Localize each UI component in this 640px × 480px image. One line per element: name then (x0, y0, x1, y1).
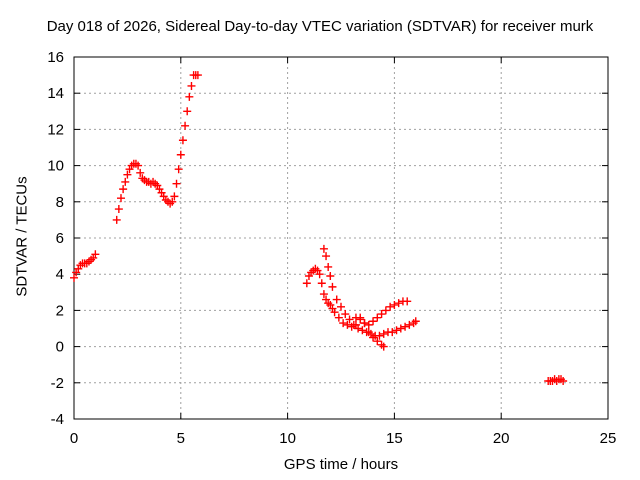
data-point (345, 315, 354, 324)
data-point (121, 177, 130, 186)
data-point (356, 315, 365, 324)
y-tick-label: 0 (56, 339, 64, 356)
data-point (322, 252, 331, 261)
data-point (319, 290, 328, 299)
data-point (349, 320, 358, 329)
data-point (176, 150, 185, 159)
data-point (403, 297, 412, 306)
data-point (183, 107, 192, 116)
x-axis-label: GPS time / hours (283, 456, 399, 473)
data-point (394, 299, 403, 308)
data-point (136, 168, 145, 177)
x-tick-label: 25 (600, 430, 617, 447)
data-point (373, 313, 382, 322)
data-point (411, 317, 420, 326)
y-tick-label: 2 (56, 302, 64, 319)
data-point (172, 179, 181, 188)
chart-title: Day 018 of 2026, Sidereal Day-to-day VTE… (46, 18, 594, 35)
data-point (187, 81, 196, 90)
data-point (319, 244, 328, 253)
data-point (174, 165, 183, 174)
data-point (339, 319, 348, 328)
data-point (360, 319, 369, 328)
data-point (373, 337, 382, 346)
data-point (185, 92, 194, 101)
x-tick-label: 0 (70, 430, 78, 447)
y-tick-label: 8 (56, 194, 64, 211)
data-points (70, 71, 568, 385)
data-point (119, 185, 128, 194)
y-tick-label: -2 (51, 375, 64, 392)
data-point (326, 272, 335, 281)
data-point (302, 279, 311, 288)
y-tick-label: 10 (47, 158, 64, 175)
data-point (354, 324, 363, 333)
data-point (401, 322, 410, 331)
data-point (168, 197, 177, 206)
x-tick-label: 15 (386, 430, 403, 447)
data-point (362, 328, 371, 337)
data-point (386, 302, 395, 311)
data-point (388, 328, 397, 337)
data-point (134, 161, 143, 170)
data-point (381, 306, 390, 315)
data-point (332, 295, 341, 304)
data-point (324, 262, 333, 271)
data-point (369, 317, 378, 326)
data-point (366, 329, 375, 338)
data-point (337, 302, 345, 311)
data-point (559, 376, 568, 385)
data-point (116, 194, 125, 203)
y-tick-label: 6 (56, 230, 64, 247)
data-point (315, 270, 324, 279)
data-point (379, 329, 388, 338)
data-point (328, 282, 337, 291)
y-tick-label: 4 (56, 266, 64, 283)
grid-lines (74, 57, 608, 419)
data-point (351, 313, 360, 322)
data-point (91, 250, 100, 259)
y-tick-label: 12 (47, 121, 64, 138)
y-axis-label: SDTVAR / TECUs (13, 176, 31, 297)
data-point (193, 71, 202, 80)
data-point (379, 342, 388, 351)
data-point (405, 320, 414, 329)
data-point (334, 313, 343, 322)
data-point (181, 121, 190, 130)
data-point (390, 300, 399, 309)
data-point (178, 136, 187, 145)
data-point (392, 326, 401, 335)
data-point (377, 310, 386, 319)
data-point (341, 310, 350, 319)
x-tick-label: 10 (279, 430, 296, 447)
x-tick-label: 5 (177, 430, 185, 447)
data-point (114, 205, 123, 214)
data-point (317, 279, 326, 288)
x-tick-label: 20 (493, 430, 510, 447)
data-point (70, 273, 78, 282)
axis-ticks: 0 5 10 15 20 25 -4 -2 0 2 4 6 8 10 12 14 16 (47, 49, 616, 447)
data-point (396, 324, 405, 333)
y-tick-label: 16 (47, 49, 64, 66)
data-point (375, 331, 384, 340)
data-point (358, 326, 367, 335)
data-point (123, 170, 132, 179)
data-point (112, 215, 121, 224)
data-point (170, 192, 179, 201)
data-point (364, 320, 373, 329)
y-tick-label: -4 (51, 411, 64, 428)
data-point (330, 308, 339, 317)
y-tick-label: 14 (47, 85, 64, 102)
